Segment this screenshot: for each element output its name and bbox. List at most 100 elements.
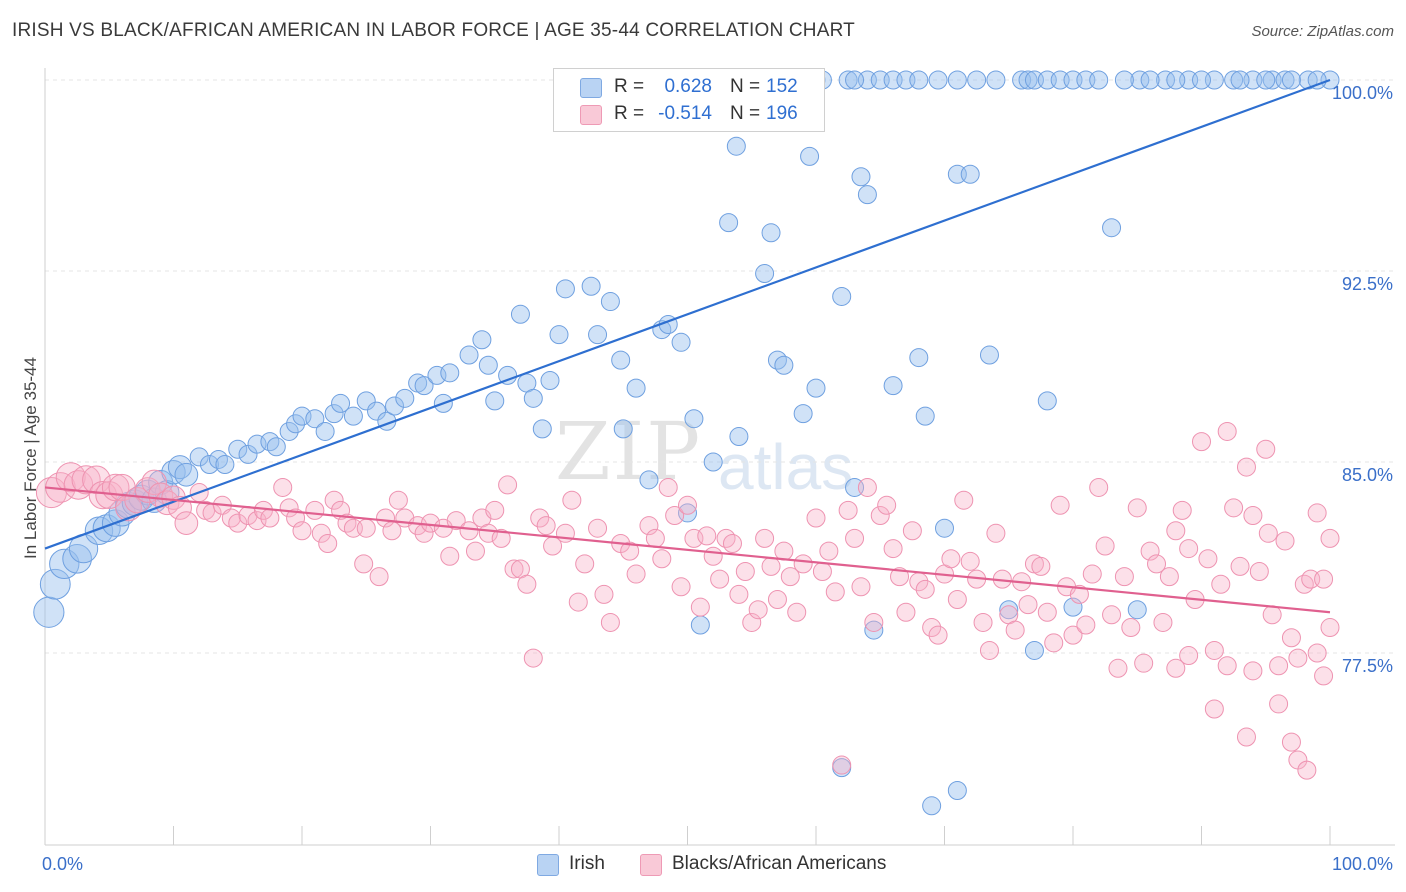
black-point bbox=[652, 549, 672, 569]
irish-point bbox=[767, 350, 787, 370]
irish-point bbox=[478, 355, 498, 375]
black-point bbox=[761, 556, 781, 576]
black-point bbox=[954, 490, 974, 510]
black-point bbox=[973, 612, 993, 632]
watermark-atlas: atlas bbox=[718, 431, 854, 503]
legend-swatch-irish bbox=[537, 854, 559, 876]
irish-point bbox=[857, 185, 877, 205]
black-point bbox=[864, 612, 884, 632]
irish-point bbox=[864, 620, 884, 640]
black-point bbox=[1095, 536, 1115, 556]
black-point bbox=[658, 477, 678, 497]
black-point bbox=[376, 508, 396, 528]
irish-point bbox=[600, 292, 620, 312]
black-point bbox=[228, 513, 248, 533]
black-point bbox=[1314, 666, 1334, 686]
irish-point bbox=[639, 470, 659, 490]
axes bbox=[44, 68, 1395, 846]
black-point bbox=[986, 523, 1006, 543]
legend-r-label: R = bbox=[614, 76, 645, 97]
black-point bbox=[1069, 584, 1089, 604]
irish-point bbox=[532, 419, 552, 439]
irish-point bbox=[947, 70, 967, 90]
black-point bbox=[755, 528, 775, 548]
irish-point bbox=[838, 70, 858, 90]
irish-point bbox=[367, 401, 387, 421]
black-point bbox=[915, 579, 935, 599]
irish-point bbox=[986, 70, 1006, 90]
black-point bbox=[883, 539, 903, 559]
black-point bbox=[324, 490, 344, 510]
black-point bbox=[311, 523, 331, 543]
black-point bbox=[626, 564, 646, 584]
irish-point bbox=[1192, 70, 1211, 90]
black-point bbox=[504, 559, 524, 579]
black-point bbox=[568, 592, 588, 612]
black-point bbox=[1044, 633, 1064, 653]
black-point bbox=[1224, 498, 1244, 518]
irish-point bbox=[385, 396, 405, 416]
irish-point bbox=[626, 378, 646, 398]
black-point bbox=[767, 590, 787, 610]
irish-point bbox=[1130, 70, 1150, 90]
irish-point bbox=[774, 355, 794, 375]
legend-row-black: R = -0.514 N = 196 bbox=[554, 102, 824, 128]
black-point bbox=[440, 546, 460, 566]
black-point bbox=[523, 648, 543, 668]
black-point bbox=[678, 495, 697, 515]
black-point bbox=[1269, 656, 1289, 676]
black-point bbox=[459, 521, 479, 541]
black-point bbox=[838, 500, 858, 520]
black-point bbox=[722, 533, 742, 553]
black-point bbox=[665, 505, 685, 525]
black-point bbox=[1076, 615, 1096, 635]
irish-point bbox=[331, 393, 351, 413]
irish-point bbox=[909, 348, 929, 368]
black-point bbox=[260, 508, 280, 528]
irish-point bbox=[909, 70, 929, 90]
legend-n-label: N = bbox=[730, 76, 761, 97]
black-point bbox=[774, 541, 794, 561]
irish-point bbox=[793, 404, 813, 424]
black-point bbox=[832, 755, 852, 775]
irish-point bbox=[726, 136, 746, 156]
irish-point bbox=[671, 332, 691, 352]
black-point bbox=[1140, 541, 1160, 561]
black-point bbox=[141, 469, 167, 496]
irish-point bbox=[611, 350, 631, 370]
black-point bbox=[1198, 549, 1218, 569]
black-point bbox=[1236, 727, 1256, 747]
series-irish bbox=[33, 70, 1340, 816]
black-point bbox=[928, 625, 948, 645]
black-point bbox=[1108, 658, 1128, 678]
black-point bbox=[1166, 521, 1186, 541]
black-point bbox=[1297, 760, 1317, 780]
chart-title: IRISH VS BLACK/AFRICAN AMERICAN IN LABOR… bbox=[12, 20, 855, 41]
trend-line-black bbox=[44, 486, 1331, 614]
irish-point bbox=[588, 325, 608, 345]
black-point bbox=[1269, 694, 1289, 714]
black-point bbox=[1147, 554, 1167, 574]
black-point bbox=[305, 500, 325, 520]
irish-point bbox=[356, 391, 376, 411]
irish-point bbox=[845, 70, 865, 90]
legend-r-value: 0.628 bbox=[664, 76, 712, 97]
legend-r-value: -0.514 bbox=[658, 103, 712, 124]
irish-point bbox=[208, 449, 228, 469]
irish-point bbox=[806, 378, 826, 398]
irish-point bbox=[935, 518, 954, 538]
irish-point bbox=[498, 365, 518, 385]
black-point bbox=[902, 521, 922, 541]
black-point bbox=[671, 577, 691, 597]
tick-labels: 77.5% 85.0% 92.5% 100.0% 0.0% 100.0% In Labor … bbox=[21, 83, 1393, 874]
irish-point bbox=[1114, 70, 1134, 90]
irish-point bbox=[510, 304, 530, 324]
black-point bbox=[1236, 457, 1256, 477]
correlation-legend: R = 0.628 N = 152 R = -0.514 N = 196 bbox=[553, 68, 825, 132]
irish-point bbox=[1275, 70, 1295, 90]
black-point bbox=[742, 612, 762, 632]
black-point bbox=[273, 477, 293, 497]
irish-point bbox=[1018, 70, 1038, 90]
black-point bbox=[1192, 432, 1211, 452]
